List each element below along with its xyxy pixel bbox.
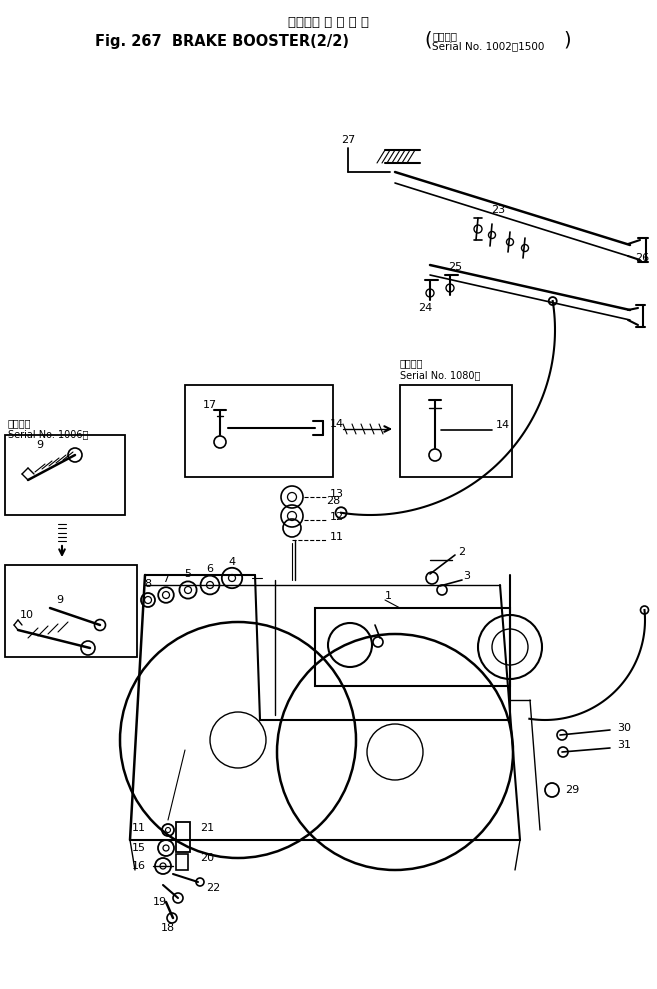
Bar	[185, 385, 333, 477]
Text: 10: 10	[20, 610, 34, 620]
Text: 8: 8	[145, 579, 152, 589]
Text: ブレーキ ブ ー ス タ: ブレーキ ブ ー ス タ	[288, 16, 369, 29]
Text: 適用号機: 適用号機	[432, 31, 457, 41]
Text: 9: 9	[36, 440, 43, 450]
Text: 15: 15	[132, 843, 146, 853]
Bar	[176, 822, 190, 852]
Text: 25: 25	[448, 262, 462, 272]
Text: 19: 19	[153, 897, 167, 907]
Text: 13: 13	[330, 489, 344, 499]
Bar	[5, 435, 125, 515]
Bar	[400, 385, 512, 477]
Text: 30: 30	[617, 723, 631, 733]
Text: 28: 28	[326, 495, 340, 505]
Text: 4: 4	[229, 557, 236, 567]
Text: 適用号機
Serial No. 1080～: 適用号機 Serial No. 1080～	[400, 358, 480, 380]
Text: 20: 20	[200, 853, 214, 863]
Text: Serial No. 1002～1500: Serial No. 1002～1500	[432, 41, 545, 51]
Text: 17: 17	[203, 400, 217, 410]
Text: 22: 22	[206, 883, 220, 893]
Text: 3: 3	[463, 571, 470, 581]
Text: 27: 27	[341, 135, 355, 145]
Text: ): )	[563, 31, 571, 49]
Bar	[315, 608, 510, 686]
Text: 適用号機
Serial No. 1006～: 適用号機 Serial No. 1006～	[8, 418, 89, 439]
Bar	[176, 854, 188, 870]
Text: 23: 23	[491, 205, 505, 215]
Text: 14: 14	[496, 420, 510, 430]
Text: 6: 6	[206, 564, 214, 574]
Text: 7: 7	[162, 574, 170, 584]
Text: 24: 24	[418, 303, 432, 313]
Text: Fig. 267  BRAKE BOOSTER(2/2): Fig. 267 BRAKE BOOSTER(2/2)	[95, 34, 349, 48]
Text: 1: 1	[384, 591, 392, 601]
Text: 11: 11	[330, 532, 344, 542]
Text: 2: 2	[459, 547, 466, 557]
Text: 16: 16	[132, 861, 146, 871]
Text: (: (	[424, 31, 432, 49]
Text: 31: 31	[617, 740, 631, 750]
Text: 26: 26	[635, 253, 649, 263]
Text: 18: 18	[161, 923, 175, 933]
Text: 12: 12	[330, 512, 344, 522]
Text: 11: 11	[132, 823, 146, 833]
Text: 21: 21	[200, 823, 214, 833]
Bar	[5, 565, 137, 657]
Text: 9: 9	[57, 595, 64, 605]
Text: 14: 14	[330, 419, 344, 429]
Text: 5: 5	[185, 569, 191, 579]
Text: 29: 29	[565, 785, 579, 795]
